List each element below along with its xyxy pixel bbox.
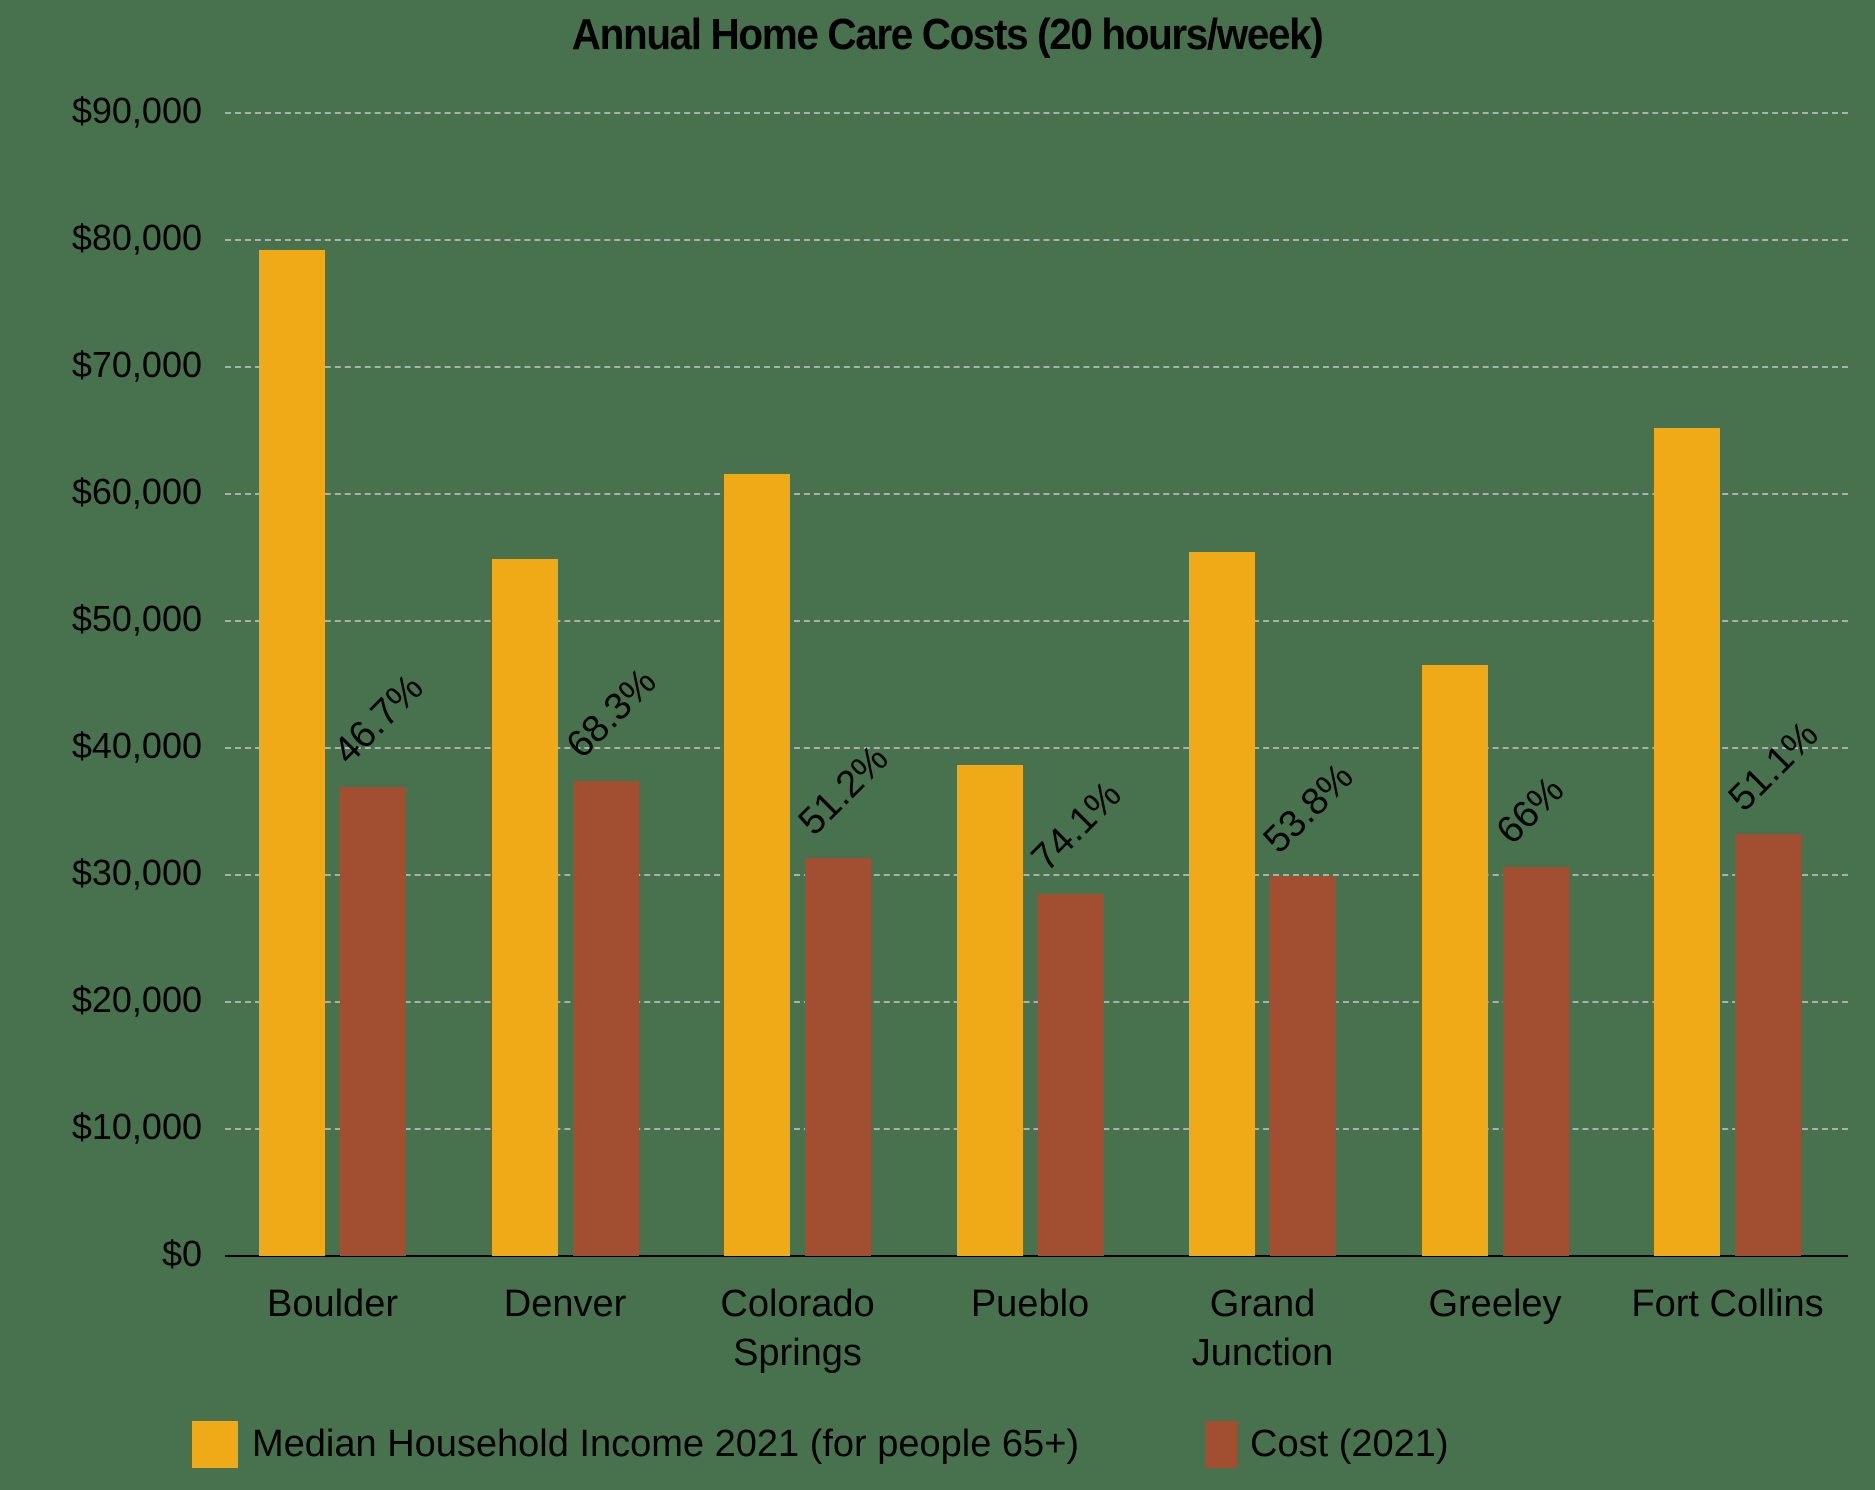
y-axis-tick-label: $0 <box>161 1233 202 1274</box>
gridline <box>225 112 1848 114</box>
y-axis-tick-label: $80,000 <box>71 217 202 258</box>
category-label-line: Boulder <box>267 1283 398 1325</box>
cost-bar <box>1270 876 1336 1256</box>
cost-bar <box>1037 894 1104 1256</box>
y-axis-tick-label: $40,000 <box>71 725 202 766</box>
category-label-line: Greeley <box>1428 1283 1562 1325</box>
category-label-line: Springs <box>733 1332 862 1374</box>
gridline <box>225 1001 1848 1003</box>
x-axis-category-label: Grand Junction <box>1133 1280 1393 1378</box>
x-axis-category-label: Greeley <box>1365 1280 1625 1329</box>
gridline <box>225 366 1848 368</box>
cost-percentage-label: 51.1% <box>1720 713 1827 820</box>
cost-percentage-label: 68.3% <box>558 660 665 767</box>
x-axis-category-label: Colorado Springs <box>668 1280 928 1378</box>
gridline <box>225 1128 1848 1130</box>
income-bar <box>956 764 1023 1256</box>
income-bar <box>1189 552 1255 1256</box>
x-axis-category-label: Fort Collins <box>1598 1280 1858 1329</box>
x-axis-category-label: Denver <box>435 1280 695 1329</box>
cost-percentage-label: 74.1% <box>1023 773 1130 880</box>
cost-percentage-label: 46.7% <box>325 666 432 773</box>
cost-percentage-label: 66% <box>1488 769 1572 853</box>
gridline <box>225 747 1848 749</box>
y-axis-tick-label: $50,000 <box>71 598 202 639</box>
y-axis-tick-label: $60,000 <box>71 471 202 512</box>
income-bar <box>491 558 558 1256</box>
cost-percentage-label: 51.2% <box>790 738 897 844</box>
income-bar <box>259 250 325 1256</box>
x-axis-line <box>225 1255 1848 1257</box>
cost-bar <box>805 858 871 1256</box>
y-axis-tick-label: $70,000 <box>71 344 202 385</box>
gridline <box>225 620 1848 622</box>
cost-bar <box>1735 834 1801 1256</box>
income-bar <box>1421 665 1488 1256</box>
category-label-line: Denver <box>503 1283 627 1325</box>
gridline <box>225 493 1848 495</box>
cost-bar <box>340 787 406 1256</box>
category-label-line: Grand <box>1209 1283 1316 1325</box>
legend-swatch-income <box>192 1421 238 1468</box>
cost-bar <box>1502 867 1569 1256</box>
category-label-line: Colorado <box>720 1283 875 1325</box>
legend-label-cost: Cost (2021) <box>1250 1423 1449 1465</box>
y-axis-tick-label: $10,000 <box>71 1106 202 1147</box>
gridline <box>225 239 1848 241</box>
cost-percentage-label: 53.8% <box>1255 755 1362 862</box>
y-axis-tick-label: $90,000 <box>71 90 202 131</box>
y-axis-tick-label: $20,000 <box>71 979 202 1020</box>
category-label-line: Pueblo <box>970 1283 1090 1325</box>
legend-label-income: Median Household Income 2021 (for people… <box>252 1423 1080 1465</box>
cost-bar <box>572 781 639 1256</box>
gridline <box>225 874 1848 876</box>
category-label-line: Junction <box>1191 1332 1334 1374</box>
category-label-line: Fort Collins <box>1631 1283 1824 1325</box>
income-bar <box>724 473 790 1256</box>
x-axis-category-label: Boulder <box>203 1280 463 1329</box>
x-axis-category-label: Pueblo <box>900 1280 1160 1329</box>
y-axis-tick-label: $30,000 <box>71 852 202 893</box>
legend-swatch-cost <box>1205 1421 1237 1468</box>
chart-title: Annual Home Care Costs (20 hours/week) <box>571 10 1324 59</box>
income-bar <box>1654 427 1720 1256</box>
